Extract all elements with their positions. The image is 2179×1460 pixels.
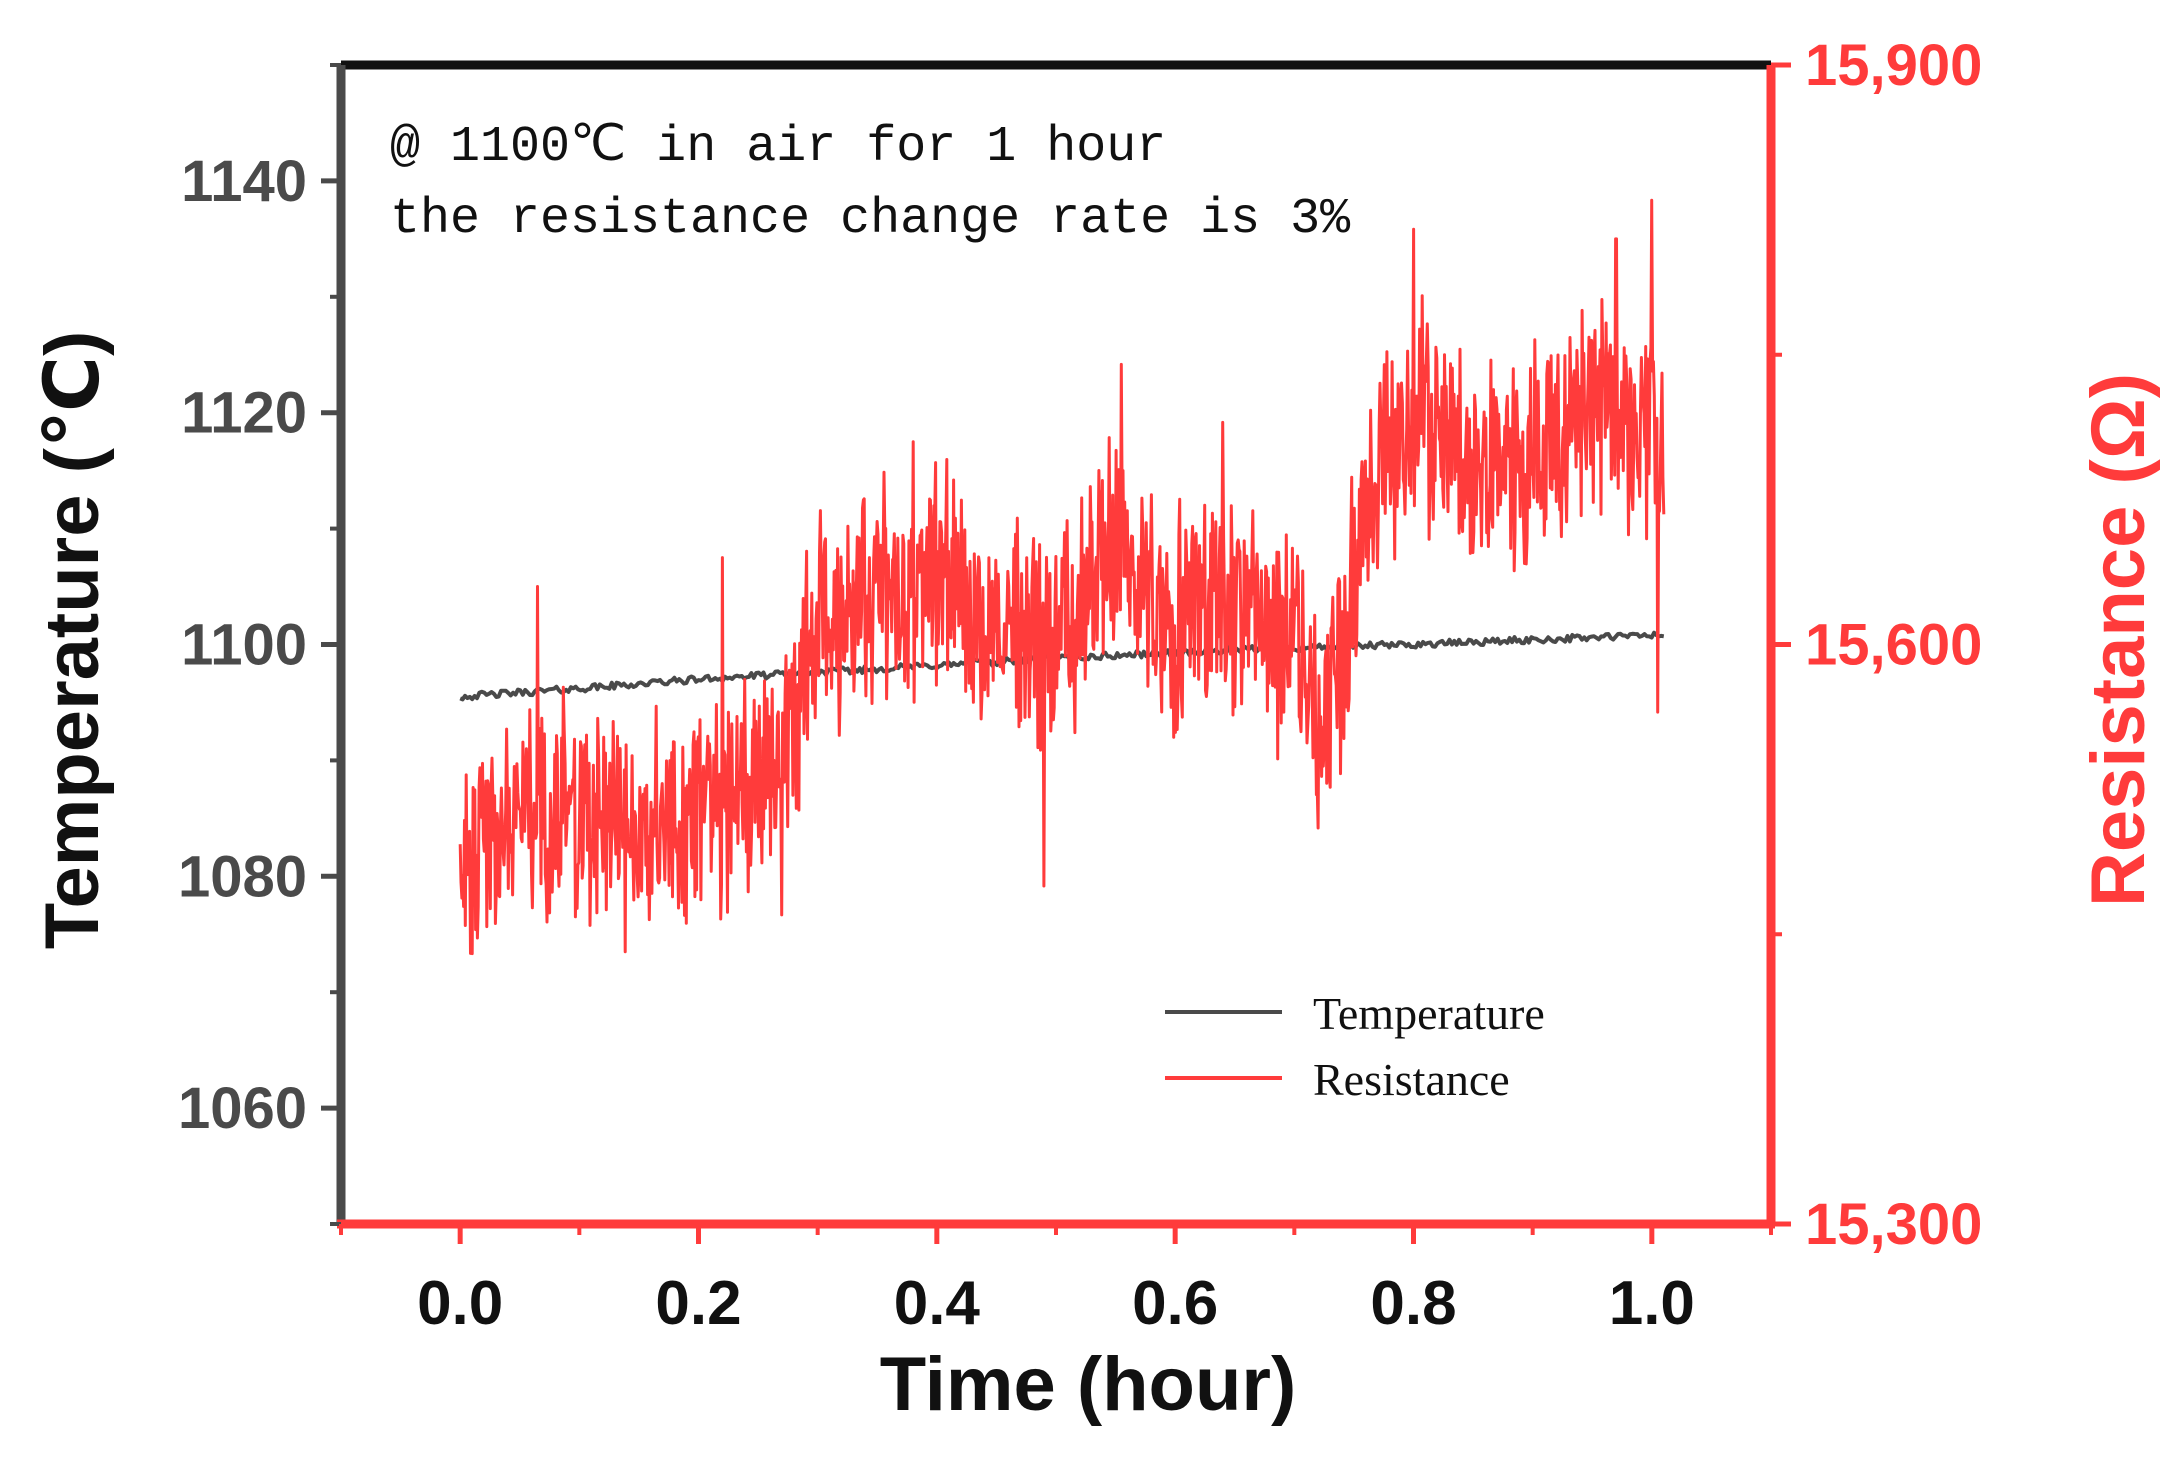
left-tick-label: 1060 [178,1076,307,1141]
legend-label-resistance: Resistance [1313,1054,1510,1105]
x-tick-label: 0.8 [1370,1269,1456,1338]
right-axis-title: Resistance (Ω) [2076,373,2161,907]
annotation-line-1: @ 1100℃ in air for 1 hour [390,119,1166,176]
legend-label-temperature: Temperature [1313,988,1545,1039]
right-tick-label: 15,900 [1805,33,1982,98]
x-axis-title: Time (hour) [880,1342,1297,1427]
x-tick-label: 1.0 [1609,1269,1695,1338]
left-tick-label: 1080 [178,844,307,909]
legend: Temperature Resistance [1165,988,1545,1105]
x-tick-label: 0.6 [1132,1269,1218,1338]
right-tick-label: 15,600 [1805,613,1982,678]
x-tick-label: 0.2 [655,1269,741,1338]
x-tick-label: 0.0 [417,1269,503,1338]
annotation-line-2: the resistance change rate is 3% [390,191,1351,248]
right-tick-label: 15,300 [1805,1192,1982,1257]
series-line-resistance [458,198,1666,956]
left-tick-label: 1140 [181,149,307,214]
left-axis-title: Temperature (℃) [30,331,115,950]
left-tick-label: 1100 [181,613,307,678]
left-tick-label: 1120 [181,381,307,446]
series-line-temperature [459,630,1665,702]
x-tick-label: 0.4 [894,1269,981,1338]
